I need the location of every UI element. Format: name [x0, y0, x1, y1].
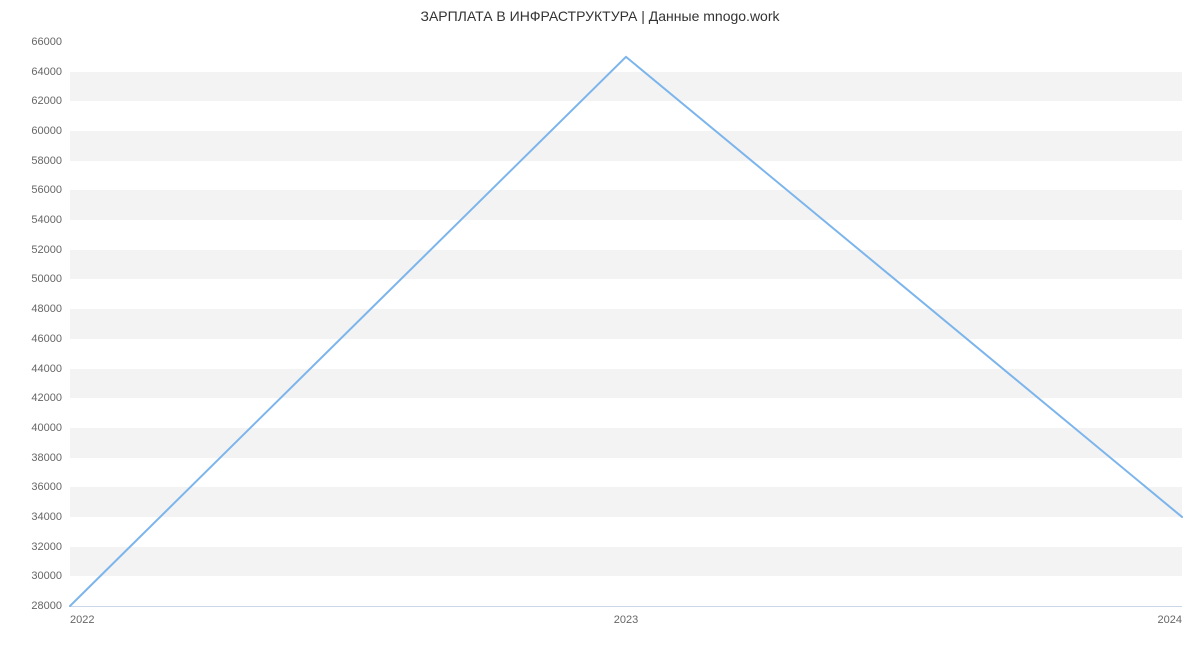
y-tick-label: 54000 [31, 214, 70, 226]
chart-title: ЗАРПЛАТА В ИНФРАСТРУКТУРА | Данные mnogo… [0, 8, 1200, 24]
y-tick-label: 40000 [31, 422, 70, 434]
y-tick-label: 36000 [31, 481, 70, 493]
y-tick-label: 48000 [31, 303, 70, 315]
y-tick-label: 44000 [31, 363, 70, 375]
y-tick-label: 60000 [31, 125, 70, 137]
y-tick-label: 66000 [31, 36, 70, 48]
y-tick-label: 52000 [31, 244, 70, 256]
y-tick-label: 56000 [31, 184, 70, 196]
y-tick-label: 42000 [31, 392, 70, 404]
y-tick-label: 34000 [31, 511, 70, 523]
plot-area: 2800030000320003400036000380004000042000… [70, 42, 1182, 606]
y-tick-label: 46000 [31, 333, 70, 345]
salary-line-chart: ЗАРПЛАТА В ИНФРАСТРУКТУРА | Данные mnogo… [0, 0, 1200, 650]
y-tick-label: 50000 [31, 273, 70, 285]
x-tick-label: 2022 [70, 606, 94, 626]
y-tick-label: 30000 [31, 570, 70, 582]
x-tick-label: 2024 [1158, 606, 1182, 626]
series-line [70, 42, 1182, 606]
y-tick-label: 38000 [31, 452, 70, 464]
y-tick-label: 64000 [31, 66, 70, 78]
y-tick-label: 32000 [31, 541, 70, 553]
y-tick-label: 62000 [31, 95, 70, 107]
y-tick-label: 58000 [31, 155, 70, 167]
x-tick-label: 2023 [614, 606, 638, 626]
y-tick-label: 28000 [31, 600, 70, 612]
